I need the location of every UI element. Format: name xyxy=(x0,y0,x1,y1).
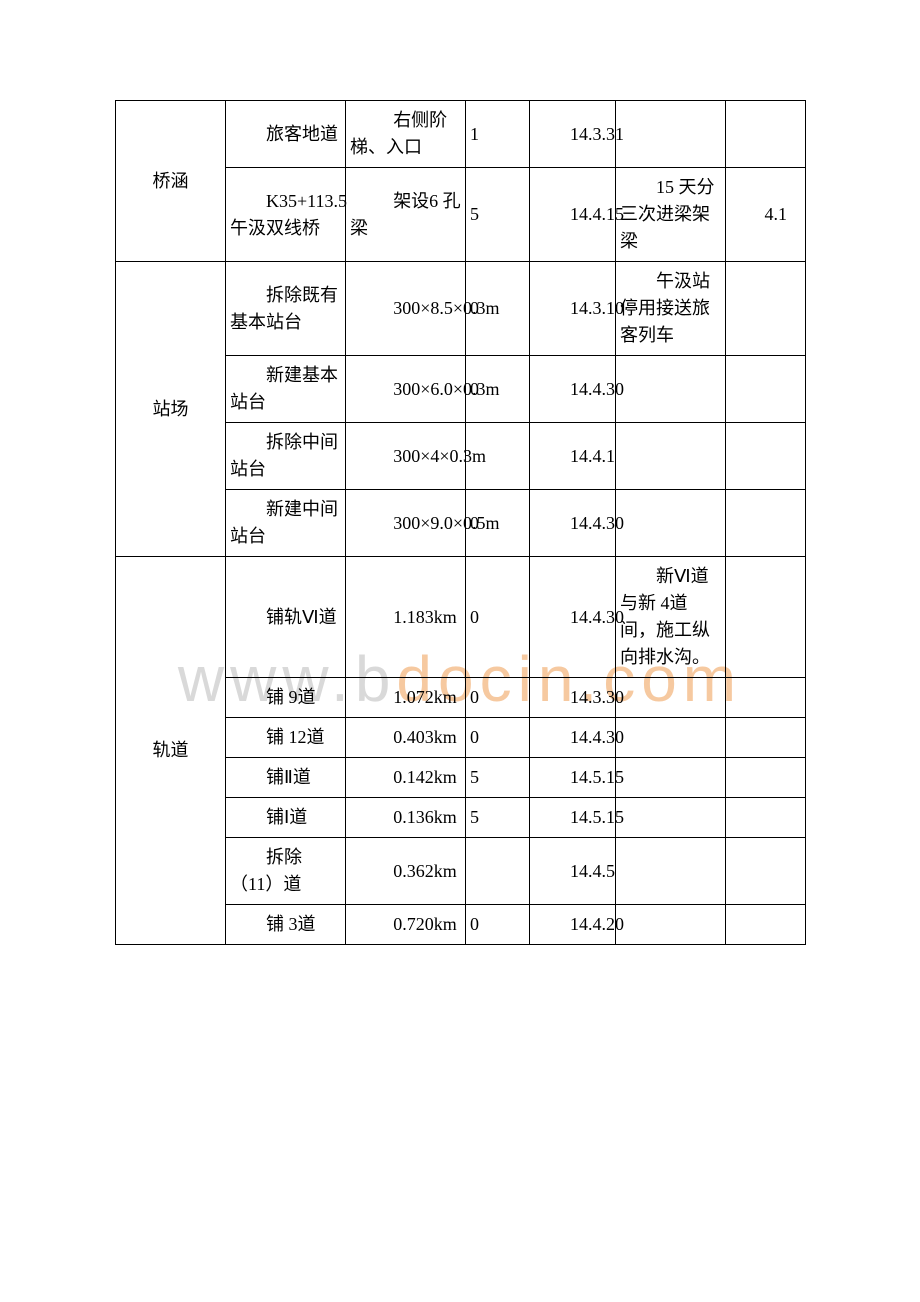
cell-date: 14.4.20 xyxy=(530,905,616,945)
group-label: 轨道 xyxy=(116,557,226,945)
cell-extra xyxy=(726,718,806,758)
cell-item: 拆除既有基本站台 xyxy=(226,262,346,356)
construction-table: 桥涵 旅客地道 右侧阶梯、入口 1 14.3.31 K35+113.5 午汲双线… xyxy=(115,100,806,945)
cell-date: 14.4.15 xyxy=(530,168,616,262)
cell-note xyxy=(616,798,726,838)
cell-n: 0 xyxy=(466,905,530,945)
cell-note xyxy=(616,490,726,557)
cell-item: 铺Ⅱ道 xyxy=(226,758,346,798)
cell-n: 0 xyxy=(466,718,530,758)
cell-n: 5 xyxy=(466,798,530,838)
cell-note: 午汲站停用接送旅客列车 xyxy=(616,262,726,356)
table-row: 站场 拆除既有基本站台 300×8.5×0.3m 0 14.3.10 午汲站停用… xyxy=(116,262,806,356)
cell-extra xyxy=(726,356,806,423)
cell-extra xyxy=(726,905,806,945)
cell-note xyxy=(616,678,726,718)
cell-n: 5 xyxy=(466,168,530,262)
cell-extra xyxy=(726,557,806,678)
table-row: 桥涵 旅客地道 右侧阶梯、入口 1 14.3.31 xyxy=(116,101,806,168)
cell-spec: 0.403km xyxy=(346,718,466,758)
cell-date: 14.5.15 xyxy=(530,798,616,838)
cell-n: 1 xyxy=(466,101,530,168)
cell-note xyxy=(616,423,726,490)
cell-date: 14.3.31 xyxy=(530,101,616,168)
cell-spec: 0.136km xyxy=(346,798,466,838)
cell-date: 14.4.5 xyxy=(530,838,616,905)
cell-item: 铺轨Ⅵ道 xyxy=(226,557,346,678)
table-row: 轨道 铺轨Ⅵ道 1.183km 0 14.4.30 新Ⅵ道与新 4道间，施工纵向… xyxy=(116,557,806,678)
cell-item: 拆除（11）道 xyxy=(226,838,346,905)
cell-item: 拆除中间站台 xyxy=(226,423,346,490)
page-container: 桥涵 旅客地道 右侧阶梯、入口 1 14.3.31 K35+113.5 午汲双线… xyxy=(0,0,920,945)
cell-spec: 1.072km xyxy=(346,678,466,718)
cell-date: 14.4.30 xyxy=(530,356,616,423)
cell-extra xyxy=(726,798,806,838)
cell-item: 铺 9道 xyxy=(226,678,346,718)
cell-item: 新建中间站台 xyxy=(226,490,346,557)
cell-n xyxy=(466,838,530,905)
cell-item: 铺Ⅰ道 xyxy=(226,798,346,838)
cell-spec: 架设6 孔梁 xyxy=(346,168,466,262)
cell-spec: 0.142km xyxy=(346,758,466,798)
cell-spec: 300×4×0.3m xyxy=(346,423,466,490)
cell-extra xyxy=(726,490,806,557)
cell-extra xyxy=(726,678,806,718)
group-label: 站场 xyxy=(116,262,226,557)
cell-item: 新建基本站台 xyxy=(226,356,346,423)
cell-extra xyxy=(726,101,806,168)
cell-note: 新Ⅵ道与新 4道间，施工纵向排水沟。 xyxy=(616,557,726,678)
cell-spec: 0.362km xyxy=(346,838,466,905)
cell-note xyxy=(616,838,726,905)
cell-date: 14.3.30 xyxy=(530,678,616,718)
cell-date: 14.4.30 xyxy=(530,490,616,557)
cell-item: K35+113.5 午汲双线桥 xyxy=(226,168,346,262)
cell-note xyxy=(616,718,726,758)
cell-date: 14.5.15 xyxy=(530,758,616,798)
cell-note: 15 天分三次进梁架梁 xyxy=(616,168,726,262)
cell-note xyxy=(616,101,726,168)
cell-note xyxy=(616,356,726,423)
cell-date: 14.3.10 xyxy=(530,262,616,356)
cell-extra xyxy=(726,758,806,798)
cell-spec: 300×9.0×0.5m xyxy=(346,490,466,557)
cell-spec: 右侧阶梯、入口 xyxy=(346,101,466,168)
cell-note xyxy=(616,758,726,798)
cell-extra xyxy=(726,838,806,905)
group-label: 桥涵 xyxy=(116,101,226,262)
cell-date: 14.4.1 xyxy=(530,423,616,490)
cell-date: 14.4.30 xyxy=(530,557,616,678)
cell-n: 0 xyxy=(466,557,530,678)
cell-date: 14.4.30 xyxy=(530,718,616,758)
cell-item: 铺 12道 xyxy=(226,718,346,758)
cell-spec: 0.720km xyxy=(346,905,466,945)
cell-spec: 1.183km xyxy=(346,557,466,678)
cell-note xyxy=(616,905,726,945)
cell-spec: 300×6.0×0.3m xyxy=(346,356,466,423)
cell-spec: 300×8.5×0.3m xyxy=(346,262,466,356)
cell-extra: 4.1 xyxy=(726,168,806,262)
cell-n: 5 xyxy=(466,758,530,798)
cell-item: 铺 3道 xyxy=(226,905,346,945)
cell-item: 旅客地道 xyxy=(226,101,346,168)
cell-n: 0 xyxy=(466,678,530,718)
cell-extra xyxy=(726,262,806,356)
cell-extra xyxy=(726,423,806,490)
